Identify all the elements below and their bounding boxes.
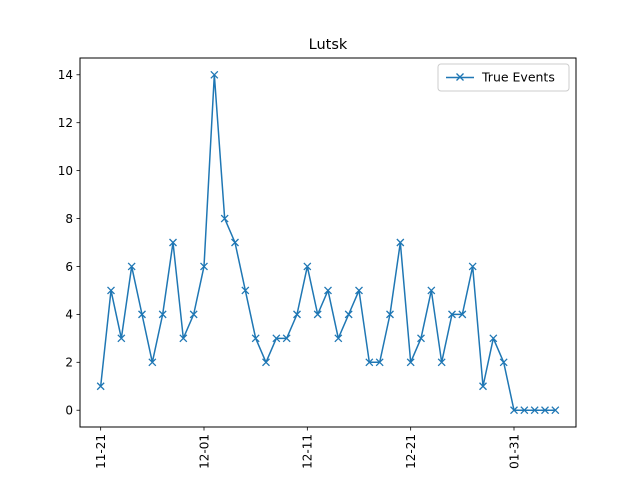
data-point-x-marker — [179, 334, 188, 343]
data-point-x-marker — [499, 358, 508, 367]
data-point-x-marker — [313, 310, 322, 319]
data-point-x-marker — [241, 286, 250, 295]
data-point-x-marker — [541, 406, 549, 415]
data-point-x-marker — [406, 358, 415, 367]
data-point-x-marker — [448, 310, 456, 319]
data-point-x-marker — [324, 286, 332, 295]
y-tick-label: 14 — [58, 68, 73, 82]
data-point-x-marker — [189, 310, 198, 319]
data-point-x-marker — [365, 358, 374, 367]
plot-area — [96, 70, 560, 415]
data-point-x-marker — [510, 406, 518, 415]
legend-marker-x-icon — [456, 73, 464, 81]
data-point-x-marker — [272, 334, 281, 343]
y-tick-label: 6 — [65, 260, 73, 274]
y-tick-label: 8 — [65, 212, 73, 226]
data-point-x-marker — [231, 238, 239, 247]
data-point-x-marker — [417, 334, 425, 343]
data-point-x-marker — [489, 334, 498, 343]
data-point-x-marker — [158, 310, 167, 319]
y-tick-label: 10 — [58, 164, 73, 178]
data-point-x-marker — [138, 310, 146, 319]
data-point-x-marker — [303, 262, 312, 271]
data-point-x-marker — [262, 358, 270, 367]
data-point-x-marker — [530, 406, 539, 415]
data-point-x-marker — [148, 358, 157, 367]
x-tick-label: 11-21 — [94, 434, 108, 469]
x-tick-label: 01-31 — [507, 434, 521, 469]
data-point-x-marker — [117, 334, 126, 343]
data-point-x-marker — [107, 286, 115, 295]
x-tick-label: 12-01 — [197, 434, 211, 469]
axes: 0 2 4 6 8 10 12 14 11-21 12-01 12-11 12-21 01-31 — [58, 68, 522, 469]
legend: True Events — [437, 63, 570, 92]
data-point-x-marker — [293, 310, 301, 319]
data-point-x-marker — [282, 334, 291, 343]
data-point-x-marker — [479, 382, 487, 391]
y-tick-label: 0 — [65, 404, 73, 418]
data-point-x-marker — [427, 286, 436, 295]
data-point-x-marker — [551, 406, 560, 415]
data-point-x-marker — [96, 382, 105, 391]
data-point-x-marker — [127, 262, 136, 271]
data-point-x-marker — [468, 262, 477, 271]
legend-box — [437, 63, 570, 92]
data-point-x-marker — [169, 238, 177, 247]
x-tick-label: 12-21 — [404, 434, 418, 469]
data-point-x-marker — [200, 262, 208, 271]
data-point-x-marker — [458, 310, 467, 319]
data-point-x-marker — [520, 406, 529, 415]
y-tick-label: 12 — [58, 116, 73, 130]
axes-frame — [79, 57, 577, 428]
data-point-x-marker — [210, 70, 219, 79]
chart-title: Lutsk — [309, 37, 348, 53]
y-tick-label: 4 — [65, 308, 73, 322]
data-point-x-marker — [437, 358, 446, 367]
data-point-x-marker — [375, 358, 384, 367]
data-point-x-marker — [344, 310, 353, 319]
data-point-x-marker — [251, 334, 260, 343]
legend-label: True Events — [481, 70, 555, 85]
data-point-x-marker — [386, 310, 394, 319]
data-point-x-marker — [334, 334, 343, 343]
data-point-x-marker — [220, 214, 229, 223]
data-point-x-marker — [396, 238, 405, 247]
x-tick-label: 12-11 — [301, 434, 315, 469]
data-point-x-marker — [355, 286, 363, 295]
y-tick-label: 2 — [65, 356, 73, 370]
